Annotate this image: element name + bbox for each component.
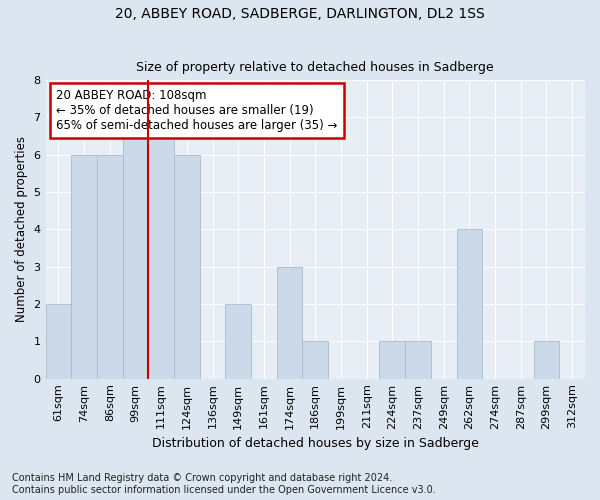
X-axis label: Distribution of detached houses by size in Sadberge: Distribution of detached houses by size … — [152, 437, 479, 450]
Bar — [46, 304, 71, 378]
Text: 20 ABBEY ROAD: 108sqm
← 35% of detached houses are smaller (19)
65% of semi-deta: 20 ABBEY ROAD: 108sqm ← 35% of detached … — [56, 89, 338, 132]
Bar — [379, 342, 405, 378]
Bar — [226, 304, 251, 378]
Title: Size of property relative to detached houses in Sadberge: Size of property relative to detached ho… — [136, 62, 494, 74]
Y-axis label: Number of detached properties: Number of detached properties — [15, 136, 28, 322]
Bar — [405, 342, 431, 378]
Bar — [122, 117, 148, 378]
Text: 20, ABBEY ROAD, SADBERGE, DARLINGTON, DL2 1SS: 20, ABBEY ROAD, SADBERGE, DARLINGTON, DL… — [115, 8, 485, 22]
Bar — [302, 342, 328, 378]
Bar — [148, 117, 174, 378]
Text: Contains HM Land Registry data © Crown copyright and database right 2024.
Contai: Contains HM Land Registry data © Crown c… — [12, 474, 436, 495]
Bar — [277, 266, 302, 378]
Bar — [174, 154, 200, 378]
Bar — [457, 230, 482, 378]
Bar — [533, 342, 559, 378]
Bar — [71, 154, 97, 378]
Bar — [97, 154, 122, 378]
